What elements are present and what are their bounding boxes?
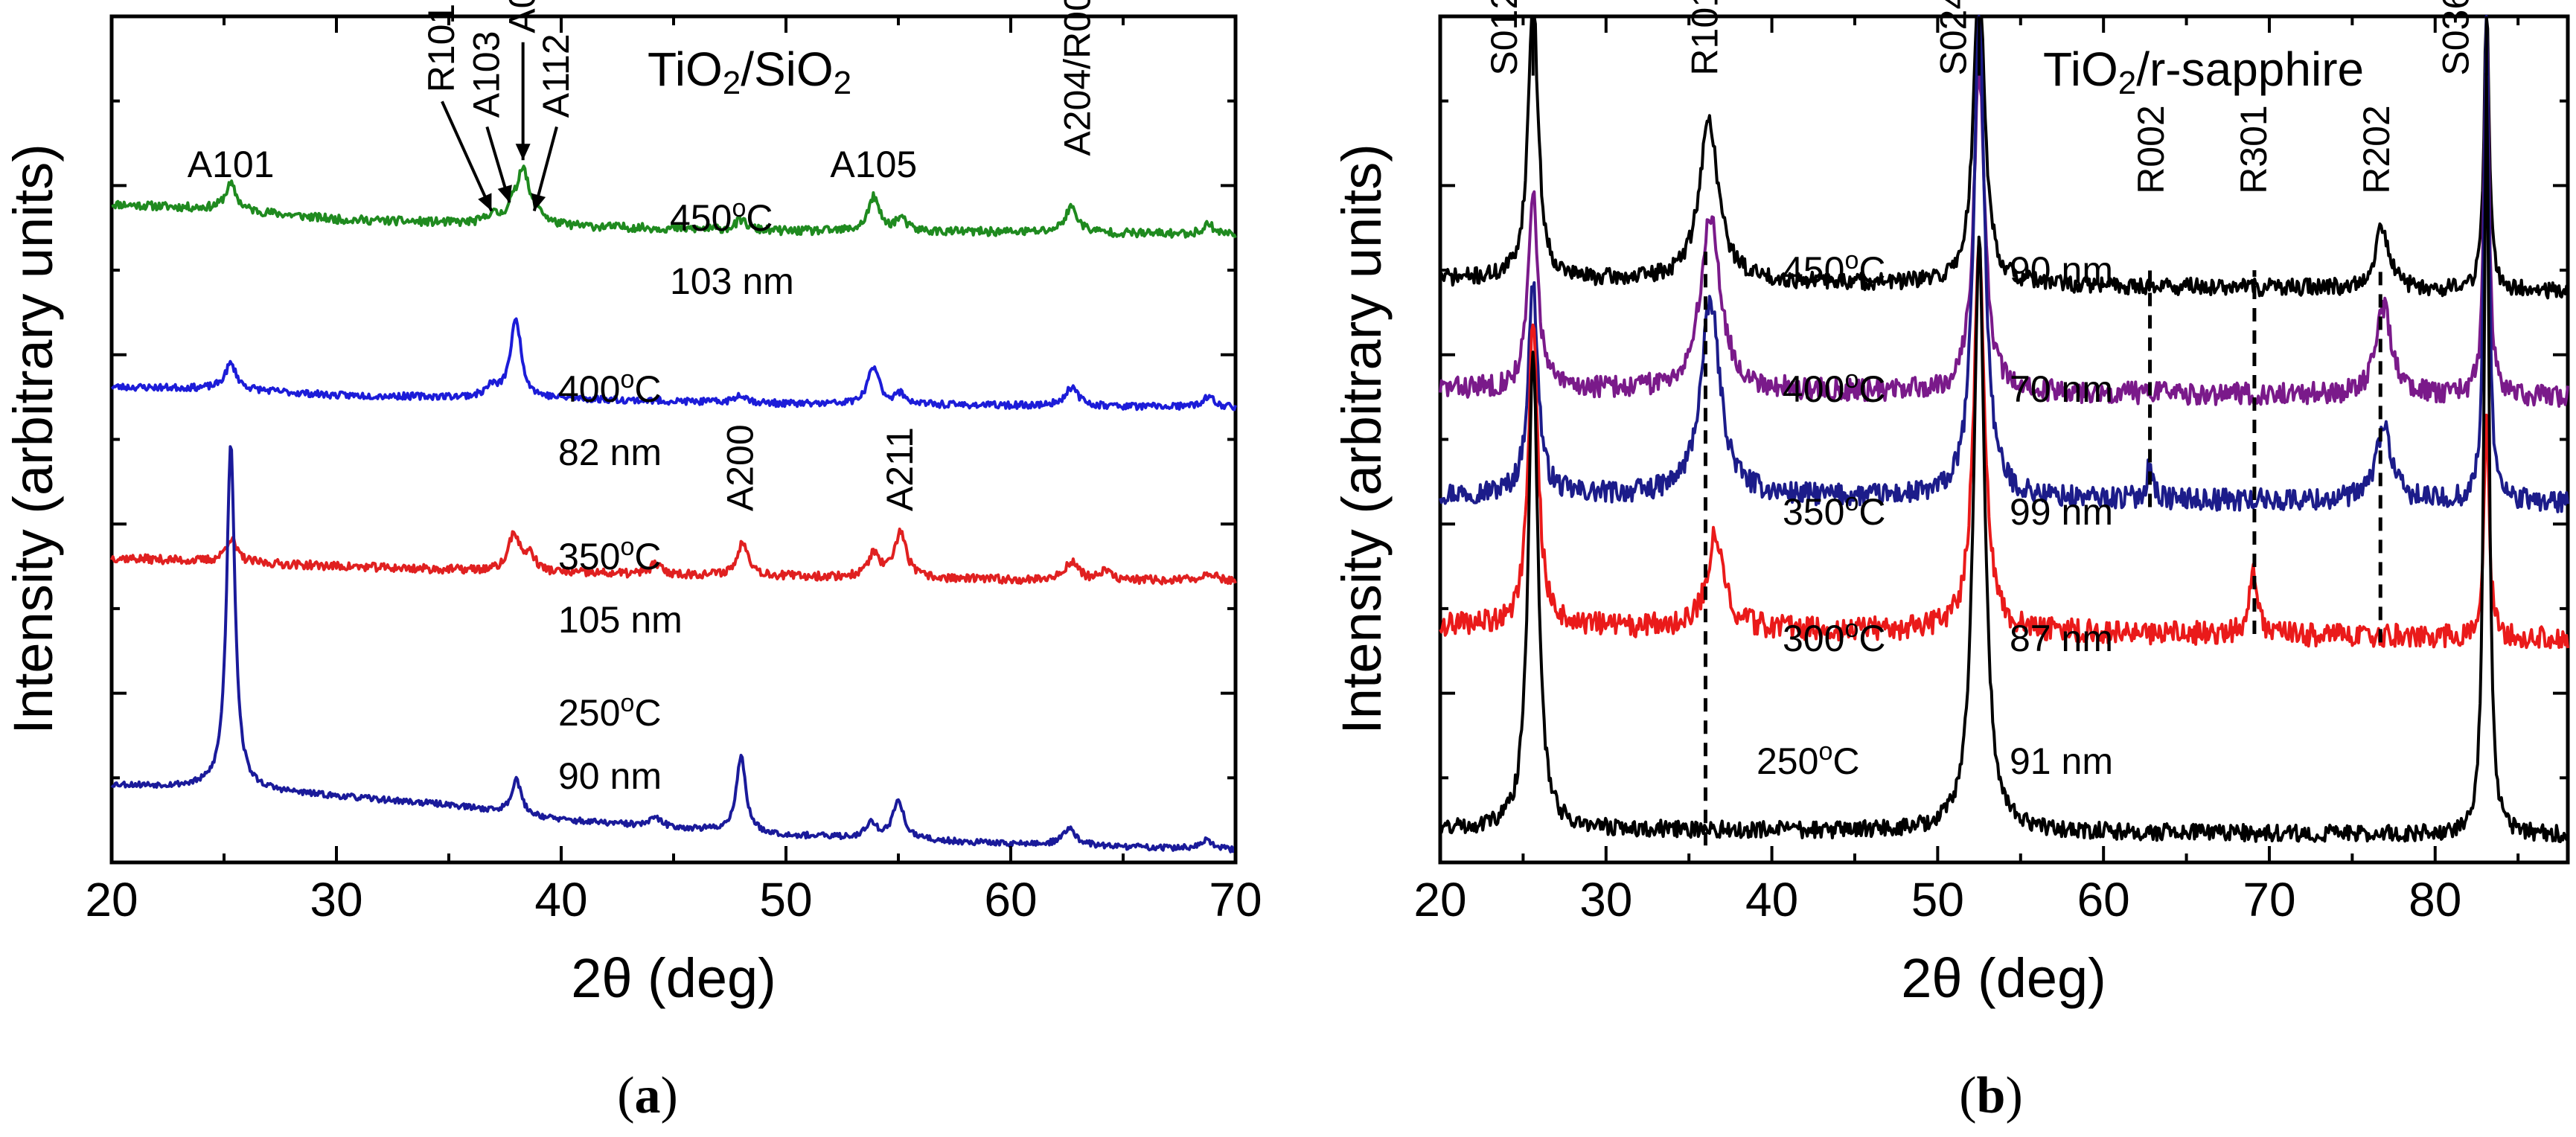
panel-b-peak-label-s012: S012: [1483, 0, 1525, 76]
panel-b-x-tick-label: 50: [1911, 873, 1964, 926]
panel-b-series-400c: [1439, 25, 2569, 408]
panel-a-peak-label-r101: R101: [421, 4, 462, 93]
panel-a-thickness-label-250: 90 nm: [558, 755, 662, 797]
panel-b-thickness-label-450: 90 nm: [2010, 249, 2113, 291]
panel-b-y-axis-label: Intensity (arbitrary units): [1331, 144, 1393, 734]
panel-a-x-tick-label: 20: [85, 873, 138, 926]
panel-a-thickness-label-350: 105 nm: [558, 599, 683, 641]
panel-a-peak-label-a101: A101: [188, 144, 275, 185]
panel-a-annotations: A101 R101A103A004A112 A105 A204/R002 A200 A21…: [188, 0, 1099, 511]
panel-a-caption: (a): [617, 1067, 678, 1124]
panel-b-reference-lines: [1531, 16, 2488, 846]
panel-a-series-group: [110, 164, 1237, 853]
panel-b-temperature-label-250: 250oC: [1757, 737, 1859, 782]
panel-b-x-tick-label: 80: [2409, 873, 2461, 926]
panel-a-xrd-tio2-sio2: 20 30 40 50 60 70 A101 R101A103A004A112 A105 A20…: [2, 0, 1262, 1124]
panel-b-x-tick-label: 30: [1579, 873, 1632, 926]
panel-b-thickness-label-400: 70 nm: [2010, 368, 2113, 410]
panel-b-thickness-label-250: 91 nm: [2010, 740, 2113, 782]
panel-b-temperature-label-400: 400oC: [1783, 365, 1885, 410]
panel-b-peak-label-r202: R202: [2356, 105, 2397, 194]
panel-a-arrowhead-a103: [497, 185, 512, 203]
panel-a-peak-label-a004: A004: [502, 0, 543, 33]
panel-b-plot-frame: [1438, 14, 2570, 865]
panel-a-x-tick-label: 70: [1209, 873, 1262, 926]
panel-b-peak-label-r002: R002: [2130, 105, 2172, 194]
panel-b-caption: (b): [1959, 1067, 2023, 1124]
panel-a-temperature-label-250: 250oC: [558, 689, 661, 734]
panel-b-series-350c: [1439, 15, 2569, 513]
panel-b-annotations: S012 R101 S024 R002 R301 R202 S036: [1483, 0, 2477, 194]
panel-b-y-ticks: [1440, 15, 2568, 864]
panel-a-peak-label-a211: A211: [879, 427, 921, 511]
panel-b-thickness-label-350: 99 nm: [2010, 491, 2113, 533]
panel-b-series-450c: [1439, 15, 2569, 300]
panel-b-temperature-label-300: 300oC: [1783, 615, 1885, 659]
panel-a-peak-label-a112: A112: [535, 33, 577, 118]
panel-a-y-axis-label: Intensity (arbitrary units): [2, 144, 64, 734]
panel-b-x-tick-label: 70: [2243, 873, 2295, 926]
panel-a-series-400c: [110, 317, 1237, 411]
panel-a-conditions: 450oC 103 nm 400oC 82 nm 350oC 105 nm 250oC 90 …: [558, 194, 794, 797]
panel-a-x-tick-label: 60: [984, 873, 1037, 926]
panel-b-temperature-label-350: 350oC: [1783, 488, 1885, 533]
panel-a-series-350c: [110, 528, 1237, 586]
panel-a-temperature-label-400: 400oC: [558, 365, 661, 410]
panel-b-x-axis-label: 2θ (deg): [1901, 947, 2106, 1009]
panel-b-series-250c: [1439, 71, 2569, 844]
panel-b-title: TiO2/r-sapphire: [2043, 42, 2364, 101]
panel-b-peak-label-r301: R301: [2233, 105, 2275, 194]
panel-a-arrowhead-a004: [515, 144, 531, 161]
panel-a-temperature-label-450: 450oC: [670, 194, 773, 239]
panel-a-title: TiO2/SiO2: [648, 42, 851, 101]
panel-a-arrowhead-r101: [478, 193, 492, 211]
panel-a-thickness-label-400: 82 nm: [558, 432, 662, 473]
panel-a-peak-label-a200: A200: [720, 424, 761, 511]
panel-b-peak-label-s036: S036: [2435, 0, 2477, 76]
panel-a-peak-label-a204-r002: A204/R002: [1057, 0, 1099, 156]
panel-a-y-ticks: [112, 15, 1236, 864]
panel-b-peak-label-s024: S024: [1933, 0, 1975, 76]
panel-b-x-tick-label: 60: [2077, 873, 2130, 926]
panel-b-x-tick-label: 40: [1745, 873, 1798, 926]
panel-b-x-tick-label: 20: [1413, 873, 1466, 926]
panel-b-temperature-label-450: 450oC: [1783, 246, 1885, 291]
panel-a-series-250c: [110, 445, 1237, 853]
panel-a-arrowhead-a112: [531, 193, 546, 211]
panel-a-peak-label-a103: A103: [465, 31, 507, 118]
panel-b-series-group: [1439, 15, 2569, 844]
panel-a-temperature-label-350: 350oC: [558, 533, 661, 577]
panel-a-x-tick-label: 50: [759, 873, 812, 926]
panel-b-peak-label-r101: R101: [1684, 0, 1726, 76]
panel-a-x-tick-label: 40: [534, 873, 587, 926]
panel-b-series-300c: [1439, 239, 2569, 650]
panel-a-peak-label-a105: A105: [830, 144, 917, 185]
panel-a-thickness-label-450: 103 nm: [670, 260, 794, 302]
panel-a-arrow-r101: [441, 100, 493, 212]
panel-b-conditions: 450oC 90 nm 400oC 70 nm 350oC 99 nm 300oC 87 nm…: [1757, 246, 2113, 782]
panel-a-x-axis-label: 2θ (deg): [571, 947, 776, 1009]
panel-b-thickness-label-300: 87 nm: [2010, 618, 2113, 659]
panel-a-x-tick-label: 30: [310, 873, 362, 926]
panel-a-x-ticks: 20 30 40 50 60 70: [85, 16, 1262, 926]
panel-a-series-450c: [111, 164, 1237, 239]
panel-b-x-ticks: 20 30 40 50 60 70 80: [1413, 16, 2520, 926]
